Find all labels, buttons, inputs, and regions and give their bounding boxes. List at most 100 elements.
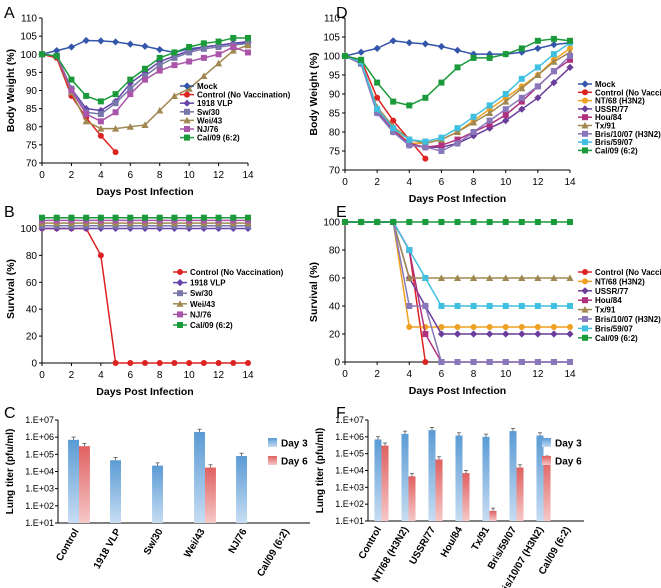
panel-e-series-cal-09-6-2 [342, 219, 573, 225]
panel-e-series-bris-59-07-point [534, 303, 541, 309]
panel-c-legend-day-3-label: Day 3 [281, 439, 308, 450]
panel-a-x-tick-label: 6 [128, 170, 134, 181]
panel-d-legend-ussr-77-label: USSR/77 [595, 105, 629, 114]
panel-e-legend-tx-91-label: Tx/91 [595, 306, 616, 315]
panel-b-legend-nj-76-label: NJ/76 [190, 310, 212, 319]
panel-a-series-mock-point [126, 40, 134, 48]
panel-e-series-hou-84-line [345, 221, 570, 363]
panel-b-x-tick-label: 2 [69, 370, 75, 381]
panel-f-bar-day-6 [462, 473, 470, 521]
panel-d-series-bris-59-07-point [550, 51, 557, 58]
panel-e-series-bris-10-07-h3n2-point [502, 359, 509, 365]
panel-a-series-cal-09-6-2-point [53, 53, 60, 60]
panel-d-series-mock-point [389, 37, 397, 45]
panel-d-series-cal-09-6-2-point [502, 51, 509, 58]
panel-a-series-wei-43-point [214, 59, 223, 67]
panel-d-series-cal-09-6-2-point [342, 53, 348, 59]
panel-b-series-cal-09-6-2-point [39, 214, 45, 221]
panel-e-series-nt-68-h3n2-point [438, 324, 445, 330]
panel-e-series-nt-68-h3n2-point [567, 324, 573, 330]
panel-a-series-nj-76-point [97, 118, 104, 125]
panel-f-y-tick-label: 1.E+05 [335, 449, 364, 459]
panel-e-x-tick-label: 2 [374, 369, 380, 380]
panel-c-bar-day-3 [68, 439, 79, 523]
panel-d-series-control-no-vaccination-point [390, 117, 397, 124]
panel-d-series-cal-09-6-2-point [358, 56, 365, 63]
panel-f-y-tick-label: 1.E+03 [335, 482, 364, 492]
panel-e-series-bris-59-07-point [470, 303, 477, 309]
panel-d-series-hou-84-point [438, 142, 445, 149]
panel-e-series-nt-68-h3n2-point [486, 324, 493, 330]
panel-e-series-tx-91-point [405, 274, 413, 281]
panel-f-bar-day-3 [455, 435, 463, 521]
panel-f-y-tick-label: 1.E+01 [335, 516, 364, 526]
panel-e-series-cal-09-6-2-point [550, 219, 557, 225]
panel-d-series-hou-84-point [502, 111, 509, 118]
panel-d-y-tick-label: 100 [323, 52, 340, 63]
panel-b-legend-wei-43-marker [176, 300, 184, 307]
panel-c-category-label: 1918 VLP [92, 527, 124, 571]
panel-d-series-tx-91-point [550, 58, 558, 65]
panel-b-series-cal-09-6-2-point [97, 214, 104, 221]
panel-a-series-sw-30-point [112, 100, 119, 107]
panel-e-legend-hou-84-label: Hou/84 [595, 296, 622, 305]
panel-e-series-ussr-77-point [518, 330, 526, 338]
panel-d-series-bris-59-07-point [518, 75, 525, 82]
panel-e-series-bris-59-07 [342, 219, 573, 309]
panel-e-series-ussr-77-point [453, 330, 462, 338]
panel-a-y-tick-label: 85 [26, 104, 38, 115]
panel-b-legend-wei-43-label: Wei/43 [190, 300, 216, 309]
panel-b-x-tick-label: 6 [128, 370, 134, 381]
panel-e-legend-ussr-77-label: USSR/77 [595, 287, 629, 296]
panel-d-series-bris-10-07-h3n2-point [406, 142, 413, 149]
panel-e-series-bris-10-07-h3n2-point [534, 359, 541, 365]
panel-c-legend-day-6-label: Day 6 [281, 457, 308, 468]
panel-d-series-ussr-77-point [518, 105, 526, 113]
panel-e-series-bris-59-07-point [406, 247, 413, 253]
panel-d-y-axis-title: Body Weight (%) [308, 52, 320, 135]
panel-e-legend: Control (No Vaccination)NT/68 (H3N2)USSR… [578, 268, 661, 343]
panel-e-series-bris-59-07-point [486, 303, 493, 309]
panel-d-legend-control-no-vaccination-label: Control (No Vaccination) [595, 88, 661, 97]
panel-a-series-nj-76-point [142, 76, 148, 83]
panel-f-y-tick-label: 1.E+04 [335, 466, 364, 476]
panel-e-series-ussr-77-point [437, 330, 446, 338]
panel-b-x-tick-label: 4 [98, 370, 104, 381]
panel-d-y-tick-label: 70 [329, 166, 341, 177]
panel-d-series-bris-59-07-point [374, 106, 381, 113]
panel-d-series-hou-84-point [518, 98, 525, 105]
panel-letter-e: E [336, 204, 347, 221]
panel-e-x-tick-label: 0 [342, 369, 348, 380]
panel-e-legend-bris-10-07-h3n2-label: Bris/10/07 (H3N2) [595, 315, 661, 324]
panel-e-series-hou-84-point [422, 331, 429, 337]
panel-a-series-wei-43-point [156, 106, 164, 114]
panel-e-series-bris-10-07-h3n2-point [470, 359, 477, 365]
panel-e-legend-nt-68-h3n2-marker [582, 278, 588, 285]
panel-d-series-bris-10-07-h3n2-point [374, 110, 381, 116]
panel-d-y-tick-label: 85 [329, 109, 341, 120]
panel-d-y-tick-label: 80 [329, 128, 341, 139]
panel-d-series-bris-59-07-point [534, 64, 541, 71]
panel-a-y-tick-label: 90 [26, 86, 38, 97]
panel-e-series-ussr-77-point [502, 330, 510, 338]
panel-a-series-wei-43-point [126, 123, 134, 130]
panel-a-x-tick-label: 12 [213, 170, 225, 181]
panel-e-y-tick-label: 40 [329, 302, 341, 313]
panel-e-series-cal-09-6-2-point [390, 219, 397, 225]
panel-e-series-nt-68-h3n2-point [406, 324, 413, 330]
panel-b-legend-sw-30-marker [177, 290, 183, 297]
panel-f-bar-day-3 [374, 439, 382, 521]
panel-e-series-bris-59-07-point [567, 303, 573, 309]
panel-e-series-control-no-vaccination-point [422, 359, 429, 365]
panel-a-series-wei-43 [38, 41, 252, 132]
panel-a-y-tick-label: 100 [20, 50, 37, 61]
panel-b-series-cal-09-6-2-point [215, 214, 222, 221]
panel-e-series-cal-09-6-2-point [358, 219, 365, 225]
panel-c-y-tick-label: 1.E+01 [25, 518, 54, 528]
panel-e-series-bris-10-07-h3n2-point [550, 359, 557, 365]
panel-a-series-cal-09-6-2-point [200, 40, 207, 47]
panel-a-series-cal-09-6-2-point [68, 76, 75, 83]
panel-b-x-tick-label: 10 [184, 370, 196, 381]
panel-b-series-control-no-vaccination-point [142, 360, 148, 366]
